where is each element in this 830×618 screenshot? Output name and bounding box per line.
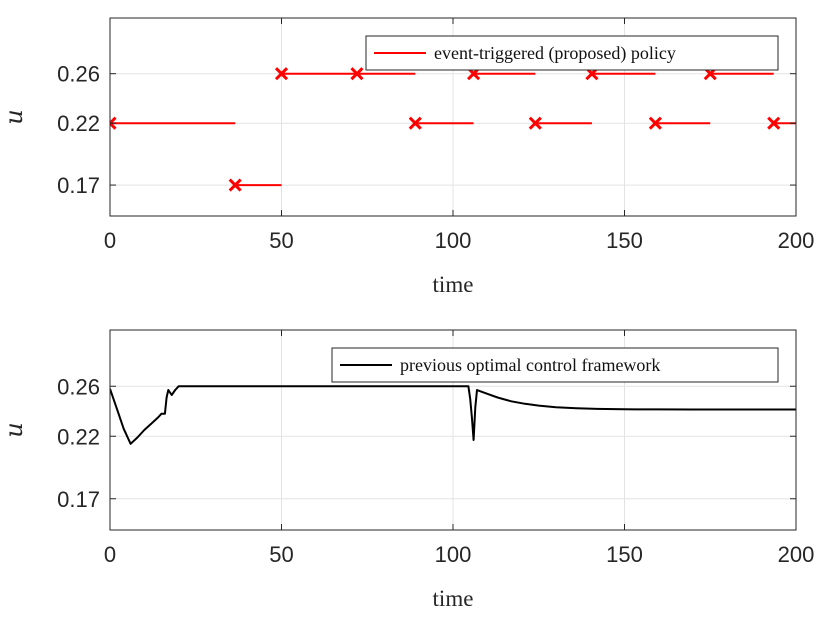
x-tick-label: 150 [606, 228, 643, 253]
x-tick-label: 100 [435, 542, 472, 567]
x-tick-label: 200 [778, 542, 815, 567]
legend-box [365, 35, 779, 71]
x-tick-label: 200 [778, 228, 815, 253]
trigger-marker [767, 116, 781, 130]
marker-stroke [228, 178, 242, 192]
trigger-marker [408, 116, 422, 130]
marker-stroke [110, 121, 117, 130]
x-tick-label: 150 [606, 542, 643, 567]
y-axis-label: u [0, 422, 28, 437]
marker-stroke [408, 116, 422, 130]
x-tick-label: 0 [104, 228, 116, 253]
y-tick-label: 0.17 [57, 173, 100, 198]
trigger-marker [274, 67, 289, 81]
y-tick-label: 0.17 [57, 487, 100, 512]
legend-label: event-triggered (proposed) policy [434, 43, 676, 64]
marker-stroke [528, 116, 542, 130]
x-axis-label: time [433, 272, 474, 297]
marker-stroke [274, 67, 289, 81]
y-tick-label: 0.22 [57, 111, 100, 136]
legend: previous optimal control framework [331, 347, 779, 383]
bottom-chart: 0 50 100 150 200 0.17 0.22 0.26 time u previous op… [0, 329, 815, 611]
legend-box [331, 347, 779, 383]
top-chart: 0 50 100 150 200 0.17 0.22 0.26 time u event-trigg… [0, 17, 815, 297]
x-tick-label: 100 [435, 228, 472, 253]
x-axis-label: time [433, 586, 474, 611]
marker-stroke [350, 67, 364, 81]
x-tick-label: 50 [269, 228, 293, 253]
trigger-marker [110, 116, 117, 130]
marker-stroke [767, 116, 781, 130]
x-tick-label: 50 [269, 542, 293, 567]
marker-stroke [110, 116, 117, 126]
trigger-marker [228, 178, 242, 192]
trigger-marker [528, 116, 542, 130]
y-tick-label: 0.22 [57, 424, 100, 449]
y-axis-label: u [0, 109, 28, 124]
legend: event-triggered (proposed) policy [365, 35, 779, 71]
marker-stroke [648, 116, 662, 130]
trigger-marker [350, 67, 364, 81]
control-line [110, 385, 796, 445]
y-tick-label: 0.26 [57, 374, 100, 399]
legend-label: previous optimal control framework [400, 355, 660, 375]
y-tick-label: 0.26 [57, 62, 100, 87]
series-group [110, 385, 796, 445]
x-tick-label: 0 [104, 542, 116, 567]
trigger-marker [648, 116, 662, 130]
